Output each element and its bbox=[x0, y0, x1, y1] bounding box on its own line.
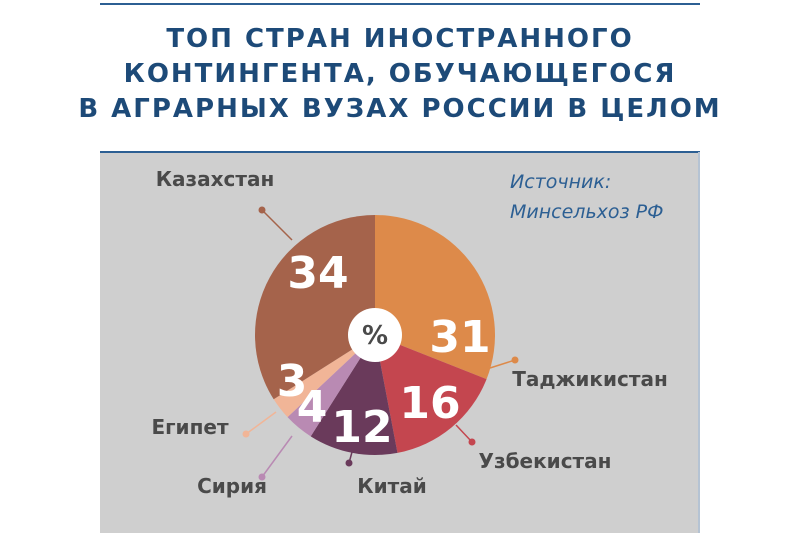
pie-slice bbox=[375, 215, 495, 380]
callout-dot bbox=[345, 459, 353, 467]
category-label: Египет bbox=[151, 415, 229, 439]
pie-slice bbox=[375, 335, 487, 453]
category-label: Сирия bbox=[197, 474, 267, 498]
category-label: Китай bbox=[357, 474, 426, 498]
center-label: % bbox=[362, 321, 388, 351]
chart-title: ТОП СТРАН ИНОСТРАННОГО bbox=[166, 24, 633, 54]
value-label: 4 bbox=[297, 382, 328, 433]
source: Минсельхоз РФ bbox=[510, 201, 663, 223]
callout-dot bbox=[511, 356, 519, 364]
callout bbox=[245, 411, 277, 435]
source: Источник: bbox=[510, 171, 611, 193]
chart-title: КОНТИНГЕНТА, ОБУЧАЮЩЕГОСЯ bbox=[124, 59, 677, 89]
callout bbox=[489, 359, 516, 369]
callout bbox=[455, 424, 473, 443]
value-label: 16 bbox=[399, 378, 460, 429]
callout-dot bbox=[258, 473, 266, 481]
pie-slice bbox=[255, 215, 375, 400]
chart-title: В АГРАРНЫХ ВУЗАХ РОССИИ В ЦЕЛОМ bbox=[78, 94, 721, 124]
value-label: 31 bbox=[429, 312, 490, 363]
callout bbox=[261, 209, 293, 241]
value-label: 12 bbox=[331, 402, 392, 453]
value-label: 34 bbox=[287, 248, 348, 299]
center-hole bbox=[348, 308, 402, 362]
pie-slice bbox=[310, 335, 398, 456]
value-label: 3 bbox=[277, 356, 308, 407]
pie-slice bbox=[287, 335, 375, 437]
callout bbox=[261, 435, 293, 478]
callout-dot bbox=[242, 430, 250, 438]
category-label: Казахстан bbox=[156, 167, 275, 191]
category-label: Узбекистан bbox=[479, 449, 612, 473]
callout-dot bbox=[258, 206, 266, 214]
category-label: Таджикистан bbox=[512, 367, 668, 391]
pie-slice bbox=[273, 335, 375, 418]
callout-dot bbox=[468, 438, 476, 446]
